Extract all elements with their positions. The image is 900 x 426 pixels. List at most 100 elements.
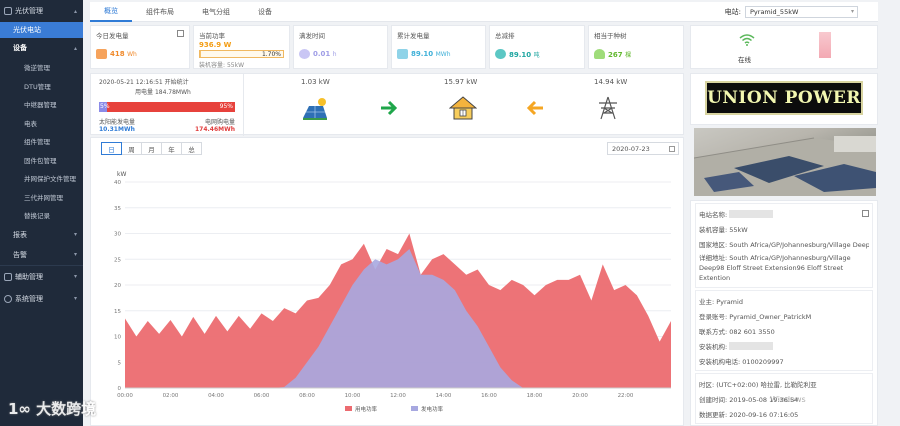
sidebar-item-device[interactable]: 电表 [0,114,83,133]
tab-label: 电气分组 [202,7,230,16]
legend-label: 发电功率 [421,405,444,413]
sidebar-item-device[interactable]: 并网保护文件管理 [0,169,83,188]
solar-panel-icon [303,98,327,120]
chevron-up-icon: ▴ [73,7,77,15]
account-line: 登录账号: Pyramid_Owner_PatrickM [699,312,812,321]
y-axis-label: kW [117,171,126,178]
windows-watermark: Windows [770,395,806,404]
pv-power-value: 1.03 kW [301,78,330,86]
date-value: 2020-07-23 [612,144,650,153]
x-tick-label: 06:00 [254,393,270,399]
legend-swatch [345,406,352,411]
period-week-button[interactable]: 周 [121,142,142,155]
y-tick-label: 10 [114,335,121,341]
sidebar-group-pv[interactable]: 光伏管理 ▴ [0,0,83,22]
arrow-left-icon [526,100,543,116]
sidebar-group-system[interactable]: 系统管理 ▾ [0,288,83,310]
x-tick-label: 14:00 [436,393,452,399]
station-photo [694,128,876,196]
sidebar-group-report[interactable]: 报表 ▾ [0,225,83,245]
chevron-down-icon: ▾ [850,8,854,15]
contact-line: 联系方式: 082 601 3550 [699,327,775,336]
chevron-up-icon: ▴ [73,44,77,52]
tab-label: 组件布局 [146,7,174,16]
sidebar-group-device[interactable]: 设备 ▴ [0,38,83,58]
edit-icon[interactable] [862,210,869,217]
calendar-icon [669,145,675,152]
site-label: 电站: [724,7,741,16]
date-picker[interactable]: 2020-07-23 [607,142,679,155]
y-tick-label: 40 [114,180,121,186]
tab-label: 设备 [258,7,272,16]
sidebar-item-device[interactable]: 微逆管理 [0,58,83,77]
period-year-button[interactable]: 年 [161,142,182,155]
tab-overview[interactable]: 概览 [90,2,132,22]
energy-total-icon [397,49,408,59]
station-basic-info: 电站名称: 装机容量: 55kW 国家地区: South Africa/GP/J… [695,203,873,288]
tab-devices[interactable]: 设备 [244,2,286,22]
sidebar-item-label: 光伏电站 [13,26,41,34]
sidebar-group-pv-label: 光伏管理 [15,7,43,15]
kpi-value: 936.9 W [199,41,232,49]
period-day-button[interactable]: 日 [101,142,122,155]
chevron-down-icon: ▾ [73,273,77,280]
solar-energy-label: 太阳能发电量 [99,119,136,126]
sidebar-group-alarm[interactable]: 告警 ▾ [0,245,83,265]
power-area-chart: 0 5 10 15 20 25 30 35 40 kW 00:00 02:00 04:00 06:00 08… [114,171,671,413]
sidebar-item-label: DTU管理 [24,82,51,91]
y-tick-label: 20 [114,283,121,289]
energy-flow-panel: 2020-05-21 12:16:51 开始统计 用电量 184.78MWh 5… [90,73,684,136]
x-tick-label: 00:00 [117,393,133,399]
site-select[interactable]: Pyramid_55kW ▾ [745,5,858,18]
watermark-logo: 1∞ 大数跨境 [8,400,97,418]
power-progress-fill [200,51,202,57]
tab-layout[interactable]: 组件布局 [132,2,188,22]
period-total-button[interactable]: 总 [181,142,202,155]
installer-label: 安装机构: [699,342,728,351]
grid-power-value: 14.94 kW [594,78,628,86]
period-month-button[interactable]: 月 [141,142,162,155]
y-tick-label: 0 [118,386,122,392]
brand-card: UNION POWER [690,73,878,125]
owner-line: 业主: Pyramid [699,297,743,306]
sidebar-item-device[interactable]: 固件包管理 [0,151,83,170]
tab-electrical[interactable]: 电气分组 [188,2,244,22]
solar-energy-value: 10.31MWh [99,126,135,133]
sidebar-item-device[interactable]: DTU管理 [0,77,83,96]
kpi-title: 满发时间 [299,32,325,40]
logo-text: UNION POWER [707,88,861,108]
sidebar-item-pv-station[interactable]: 光伏电站 [0,22,83,38]
sidebar-item-label: 电表 [24,119,37,128]
installer-phone-line: 安装机构电话: 0100209997 [699,357,784,366]
power-percent: 1.70% [261,51,281,58]
consumption-value: 184.78MWh [154,89,191,96]
kpi-current-power: 当前功率 936.9 W 1.70% 装机容量: 55kW [193,25,290,69]
kpi-title: 当前功率 [199,32,225,40]
station-info-panel: 电站名称: 装机容量: 55kW 国家地区: South Africa/GP/J… [690,200,878,426]
tree-icon [594,49,605,59]
sidebar-item-device[interactable]: 中继器管理 [0,95,83,114]
sidebar-group-aux[interactable]: 辅助管理 ▾ [0,266,83,288]
sidebar-item-label: 组件管理 [24,138,50,147]
sidebar-item-device[interactable]: 三代并网管理 [0,188,83,207]
sidebar-item-device[interactable]: 替换记录 [0,206,83,225]
y-tick-label: 35 [114,206,121,212]
x-tick-label: 10:00 [345,393,361,399]
kpi-today-energy: 今日发电量 418 Wh [90,25,190,69]
capacity-value: 55kW [226,62,244,69]
sidebar-group-system-label: 系统管理 [15,294,43,303]
kpi-unit: MWh [435,51,451,58]
union-power-logo: UNION POWER [705,81,863,115]
kpi-value: 0.01 [313,50,331,58]
sidebar-group-alarm-label: 告警 [13,250,27,259]
kpi-unit: Wh [127,51,137,58]
kpi-unit: h [332,51,337,58]
power-progress-bar: 1.70% [199,50,284,58]
power-chart-card: 日 周 月 年 总 2020-07-23 0 5 10 15 20 25 30 35 40 kW 0… [90,137,684,426]
tab-label: 概览 [104,6,118,15]
legend-label: 用电功率 [355,405,378,413]
sidebar-item-device[interactable]: 组件管理 [0,132,83,151]
export-icon[interactable] [177,30,184,37]
kpi-total-energy: 累计发电量 89.10 MWh [391,25,486,69]
power-tower-icon [599,96,617,120]
